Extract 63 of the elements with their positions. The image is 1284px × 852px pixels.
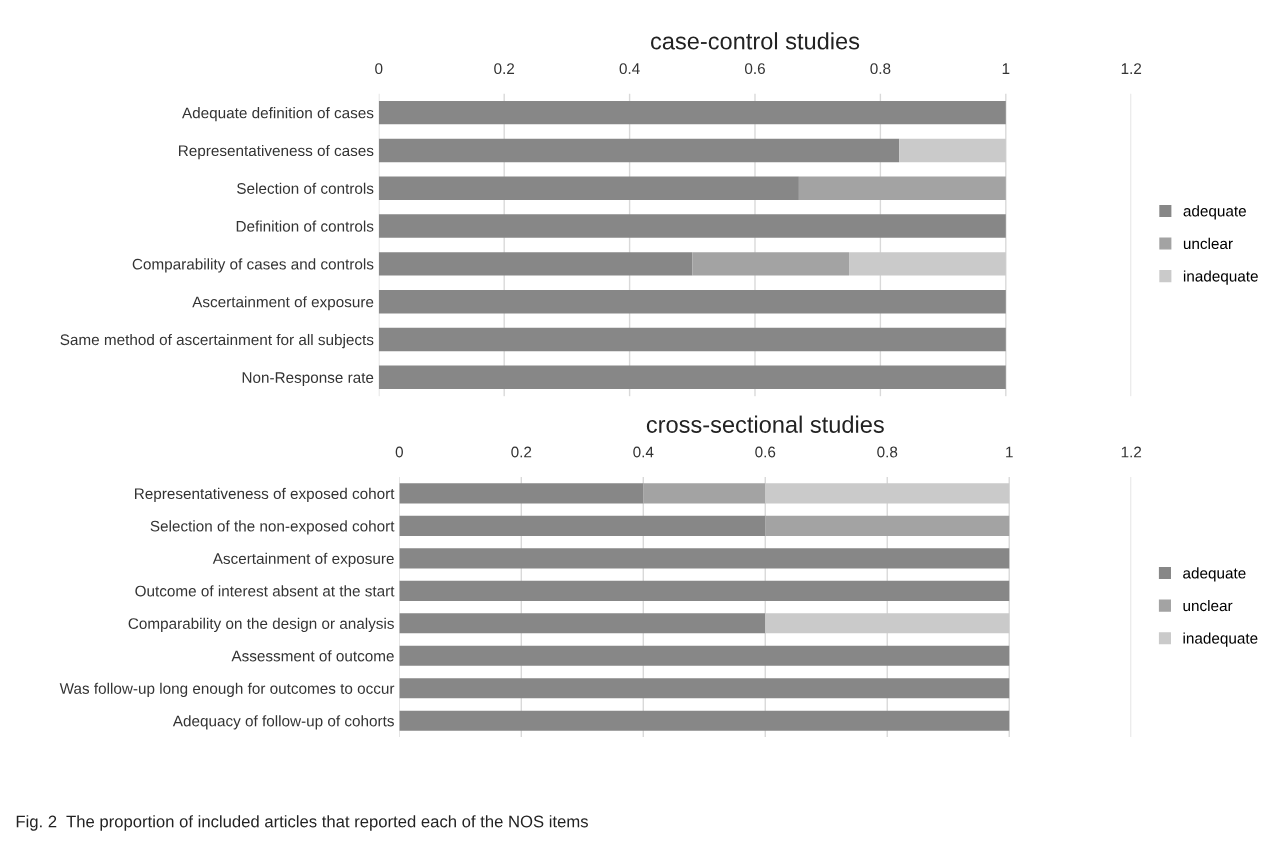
bar	[849, 252, 1006, 276]
bar	[643, 483, 766, 504]
y-tick-label: Was follow-up long enough for outcomes to occur	[59, 682, 395, 697]
y-tick-label: Ascertainment of exposure	[192, 296, 374, 311]
y-tick-label: Ascertainment of exposure	[212, 552, 394, 568]
y-tick-label: Assessment of outcome	[231, 650, 394, 662]
caption: Fig. 2 The proportion of included articles that reported each of the NOS items	[16, 815, 588, 831]
bar	[692, 252, 850, 276]
legend-label: unclear	[1183, 237, 1233, 250]
x-tick-label: 0.8	[870, 63, 891, 75]
bar	[765, 613, 1010, 634]
x-tick-label: 0.6	[744, 63, 765, 75]
legend-label: inadequate	[1183, 270, 1258, 285]
bar	[399, 515, 766, 536]
x-tick-label: 0.8	[877, 446, 898, 458]
x-tick-label: 0.2	[494, 63, 515, 75]
y-tick-label: Definition of controls	[236, 220, 374, 232]
bar	[378, 138, 900, 163]
y-tick-label: Same method of ascertainment for all subjects	[60, 333, 374, 349]
y-tick-label: Comparability on the design or analysis	[128, 617, 394, 632]
x-tick-label: 1.2	[1121, 63, 1142, 74]
x-tick-label: 0	[375, 63, 383, 75]
bar	[765, 483, 1010, 504]
legend-label: unclear	[1183, 599, 1233, 612]
y-tick-label: Outcome of interest absent at the start	[135, 585, 395, 597]
bar	[378, 327, 1006, 352]
bar	[378, 100, 1006, 125]
x-tick-label: 1	[1002, 63, 1010, 74]
bar	[899, 138, 1006, 163]
legend-label: adequate	[1183, 205, 1246, 220]
bar	[378, 214, 1006, 238]
bar	[765, 515, 1010, 536]
y-tick-label: Adequacy of follow-up of cohorts	[172, 715, 394, 730]
x-tick-label: 1	[1006, 446, 1013, 458]
bar	[378, 289, 1006, 314]
y-tick-label: Selection of controls	[237, 182, 374, 194]
y-tick-label: Non-Response rate	[242, 372, 374, 386]
x-tick-label: 1.2	[1121, 446, 1142, 458]
bar	[399, 580, 1010, 601]
bar	[399, 678, 1010, 699]
y-tick-label: Selection of the non-exposed cohort	[150, 520, 395, 535]
bar	[399, 710, 1010, 731]
legend-label: inadequate	[1183, 632, 1258, 647]
bar	[399, 483, 644, 504]
y-tick-label: Representativeness of cases	[179, 144, 374, 160]
bar	[378, 365, 1006, 389]
x-tick-label: 0.4	[619, 63, 640, 75]
y-tick-label: Representativeness of exposed cohort	[135, 487, 395, 503]
bar	[399, 645, 1010, 666]
x-tick-label: 0.2	[511, 446, 532, 458]
y-tick-label: Comparability of cases and controls	[132, 258, 374, 273]
x-tick-label: 0	[395, 446, 403, 458]
bar	[798, 176, 1006, 200]
legend-label: adequate	[1183, 567, 1246, 582]
x-tick-label: 0.4	[633, 446, 654, 458]
x-tick-label: 0.6	[755, 446, 776, 458]
bar	[399, 548, 1010, 569]
chart-title: cross-sectional studies	[646, 415, 884, 433]
bar	[378, 252, 693, 276]
chart-title: case-control studies	[651, 32, 860, 50]
y-tick-label: Adequate definition of cases	[182, 107, 374, 122]
bar	[399, 613, 766, 634]
bar	[378, 176, 799, 200]
